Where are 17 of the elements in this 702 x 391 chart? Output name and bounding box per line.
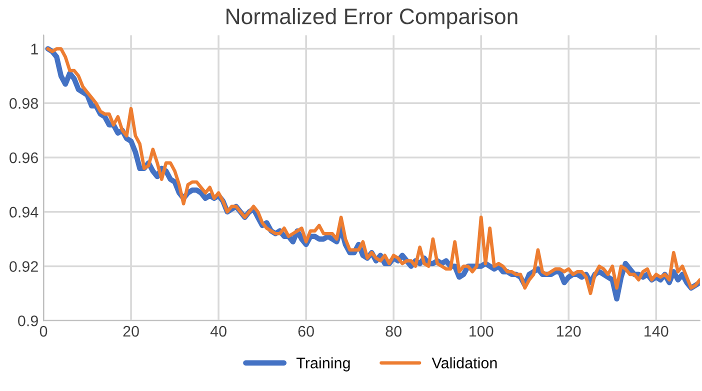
y-tick-label: 0.94 (10, 206, 38, 218)
y-tick-label: 1 (31, 44, 38, 54)
x-tick-label: 20 (123, 326, 139, 337)
x-tick-label: 140 (644, 326, 668, 337)
chart-title: Normalized Error Comparison (226, 8, 518, 29)
legend-label: Training (296, 357, 350, 372)
y-tick-label: 0.92 (10, 261, 38, 272)
y-tick-label: 0.9 (18, 315, 38, 326)
x-tick-label: 60 (298, 326, 314, 337)
y-tick-label: 0.98 (10, 98, 38, 109)
y-tick-label: 0.96 (10, 152, 38, 164)
legend-label: Validation (432, 357, 497, 368)
x-tick-label: 0 (40, 326, 48, 337)
x-tick-label: 80 (386, 326, 402, 337)
x-tick-label: 100 (470, 326, 494, 337)
x-tick-label: 40 (210, 326, 226, 337)
x-tick-label: 120 (557, 326, 581, 337)
